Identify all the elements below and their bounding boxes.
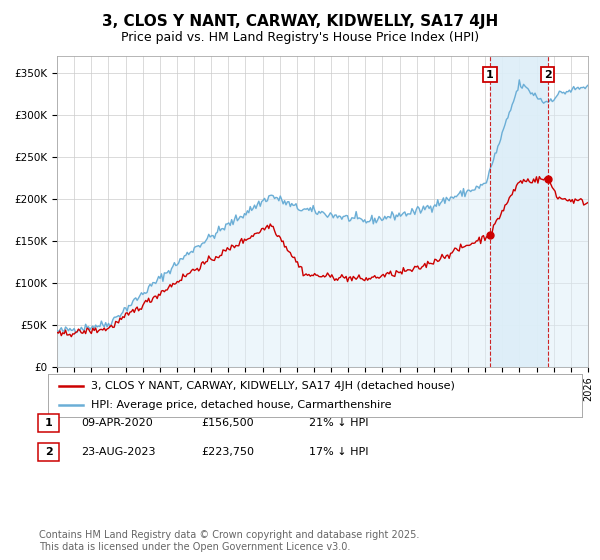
Text: 3, CLOS Y NANT, CARWAY, KIDWELLY, SA17 4JH: 3, CLOS Y NANT, CARWAY, KIDWELLY, SA17 4…	[102, 14, 498, 29]
Text: 2: 2	[45, 447, 53, 457]
Text: 17% ↓ HPI: 17% ↓ HPI	[309, 447, 368, 457]
Text: 2: 2	[544, 69, 551, 80]
Text: 21% ↓ HPI: 21% ↓ HPI	[309, 418, 368, 428]
Text: 3, CLOS Y NANT, CARWAY, KIDWELLY, SA17 4JH (detached house): 3, CLOS Y NANT, CARWAY, KIDWELLY, SA17 4…	[91, 381, 455, 391]
Bar	[490, 56, 548, 367]
Text: 1: 1	[45, 418, 53, 428]
Text: Contains HM Land Registry data © Crown copyright and database right 2025.
This d: Contains HM Land Registry data © Crown c…	[39, 530, 419, 552]
Text: 09-APR-2020: 09-APR-2020	[81, 418, 153, 428]
Text: £156,500: £156,500	[201, 418, 254, 428]
Text: HPI: Average price, detached house, Carmarthenshire: HPI: Average price, detached house, Carm…	[91, 400, 391, 410]
Text: 23-AUG-2023: 23-AUG-2023	[81, 447, 155, 457]
Text: £223,750: £223,750	[201, 447, 254, 457]
Text: 1: 1	[486, 69, 494, 80]
Text: Price paid vs. HM Land Registry's House Price Index (HPI): Price paid vs. HM Land Registry's House …	[121, 31, 479, 44]
